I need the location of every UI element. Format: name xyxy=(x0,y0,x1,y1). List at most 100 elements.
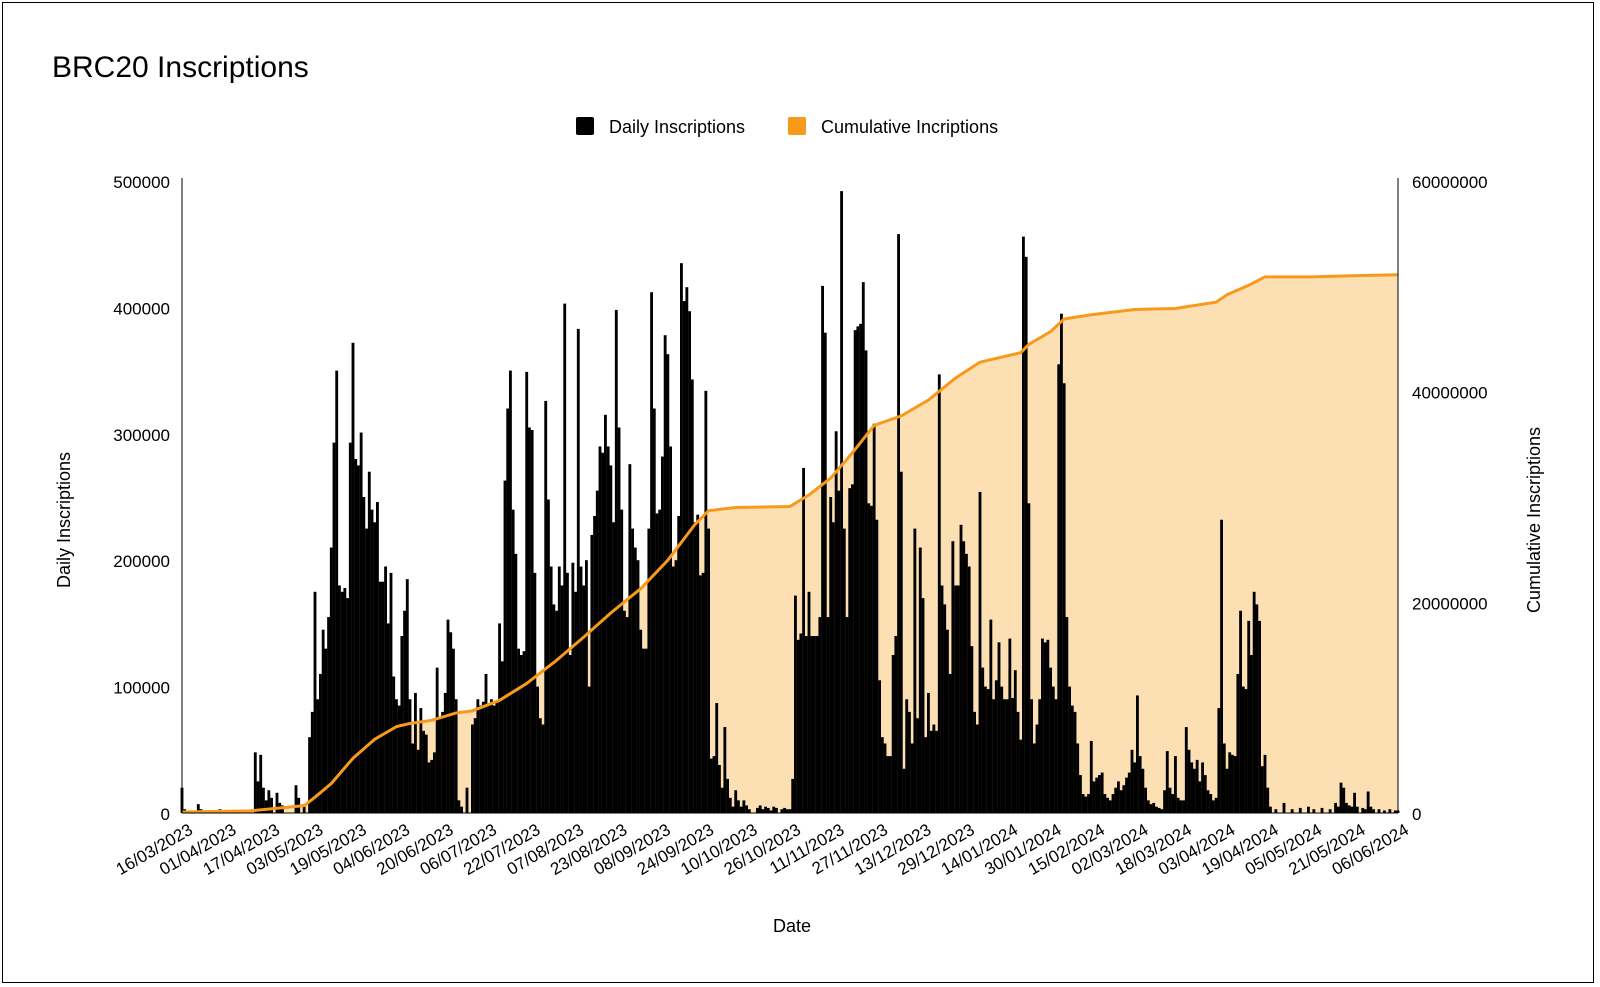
daily-bar xyxy=(509,370,512,813)
daily-bar xyxy=(1231,754,1234,813)
y-tick-label: 200000 xyxy=(113,552,170,571)
legend: Daily Inscriptions Cumulative Incription… xyxy=(576,117,998,137)
daily-bar xyxy=(302,804,306,813)
daily-bar xyxy=(373,522,377,813)
daily-bar xyxy=(1364,809,1367,813)
daily-bar xyxy=(487,705,491,813)
daily-bar xyxy=(946,629,949,813)
daily-bar xyxy=(1022,236,1025,813)
daily-bar xyxy=(598,446,602,813)
daily-bar xyxy=(405,579,409,813)
daily-bar xyxy=(756,807,759,813)
daily-bar xyxy=(1184,727,1188,813)
daily-bar xyxy=(652,408,656,813)
daily-bar xyxy=(780,809,784,813)
daily-bar xyxy=(500,661,504,813)
daily-bar xyxy=(536,686,539,813)
daily-bar xyxy=(913,528,917,813)
daily-bar xyxy=(340,591,344,813)
daily-bar xyxy=(677,515,681,813)
daily-bar xyxy=(951,541,955,813)
daily-bar xyxy=(978,491,982,813)
daily-bar xyxy=(1353,792,1356,813)
daily-bar xyxy=(1068,686,1071,813)
daily-bar xyxy=(563,303,567,813)
daily-bar xyxy=(731,806,735,813)
daily-bar xyxy=(419,708,423,813)
daily-bar xyxy=(1187,749,1191,813)
daily-bar xyxy=(275,792,279,813)
daily-bar xyxy=(1388,809,1392,813)
daily-bar xyxy=(574,591,577,813)
daily-bar xyxy=(655,513,659,813)
daily-bar xyxy=(370,509,374,813)
daily-bar xyxy=(1081,794,1085,813)
daily-bar xyxy=(335,370,339,813)
daily-bar xyxy=(571,562,575,813)
y2-tick-label: 0 xyxy=(1412,805,1421,824)
daily-bar xyxy=(1168,787,1172,813)
daily-bar xyxy=(956,585,960,813)
daily-bar xyxy=(1114,787,1118,813)
daily-bar xyxy=(585,560,588,813)
daily-bar xyxy=(709,758,713,813)
axes xyxy=(181,178,1399,814)
daily-bar xyxy=(1171,794,1175,813)
daily-bar xyxy=(650,292,653,814)
y-axis-ticks: 0 100000 200000 300000 400000 500000 xyxy=(113,173,170,824)
x-axis-label: Date xyxy=(773,916,811,936)
daily-bar xyxy=(329,547,333,813)
daily-bar xyxy=(1057,364,1061,813)
cumulative-area-series xyxy=(182,274,1398,813)
daily-bar xyxy=(742,800,746,813)
daily-bar xyxy=(1070,705,1074,813)
daily-bar xyxy=(424,734,428,813)
daily-bar xyxy=(1127,772,1131,813)
daily-bar xyxy=(693,522,697,813)
x-axis-ticks: 16/03/202301/04/202317/04/202303/05/2023… xyxy=(113,820,1412,879)
daily-bar xyxy=(720,787,724,813)
daily-bar xyxy=(262,787,265,813)
daily-bar xyxy=(1144,787,1147,813)
daily-bar xyxy=(1212,800,1215,813)
daily-bar xyxy=(481,701,485,813)
daily-bar xyxy=(1089,740,1093,813)
daily-bar xyxy=(910,743,914,813)
daily-bar xyxy=(310,711,314,813)
daily-bar xyxy=(1084,796,1088,813)
y2-tick-label: 60000000 xyxy=(1412,173,1488,192)
daily-bar xyxy=(954,585,957,813)
daily-bar xyxy=(639,629,643,813)
daily-bar xyxy=(1038,699,1042,813)
daily-bar xyxy=(1239,610,1242,813)
daily-bar xyxy=(891,655,895,813)
daily-bar xyxy=(1117,781,1120,813)
daily-bar xyxy=(544,400,548,813)
daily-bar xyxy=(376,502,379,813)
daily-bar xyxy=(1250,655,1253,813)
legend-label-daily: Daily Inscriptions xyxy=(609,117,745,137)
legend-swatch-daily xyxy=(576,117,594,135)
daily-bar xyxy=(514,553,518,813)
daily-bar xyxy=(408,699,412,813)
daily-bar xyxy=(506,408,510,813)
daily-bar xyxy=(555,610,558,813)
daily-bar xyxy=(1336,806,1340,813)
daily-bar xyxy=(492,705,496,813)
daily-bar xyxy=(699,575,702,813)
daily-bar xyxy=(1030,699,1033,813)
daily-bar xyxy=(747,809,751,813)
daily-bar xyxy=(1258,620,1261,813)
daily-bar xyxy=(1100,772,1104,813)
daily-bar xyxy=(590,534,594,813)
daily-bar xyxy=(1201,762,1204,813)
daily-bar xyxy=(948,673,952,813)
daily-bar xyxy=(1136,695,1139,813)
daily-bar xyxy=(1241,686,1245,813)
daily-bar xyxy=(1065,617,1069,813)
daily-bar xyxy=(441,711,444,813)
daily-bar xyxy=(1198,781,1202,813)
daily-bar xyxy=(628,464,632,813)
daily-bars-series xyxy=(180,191,1400,814)
